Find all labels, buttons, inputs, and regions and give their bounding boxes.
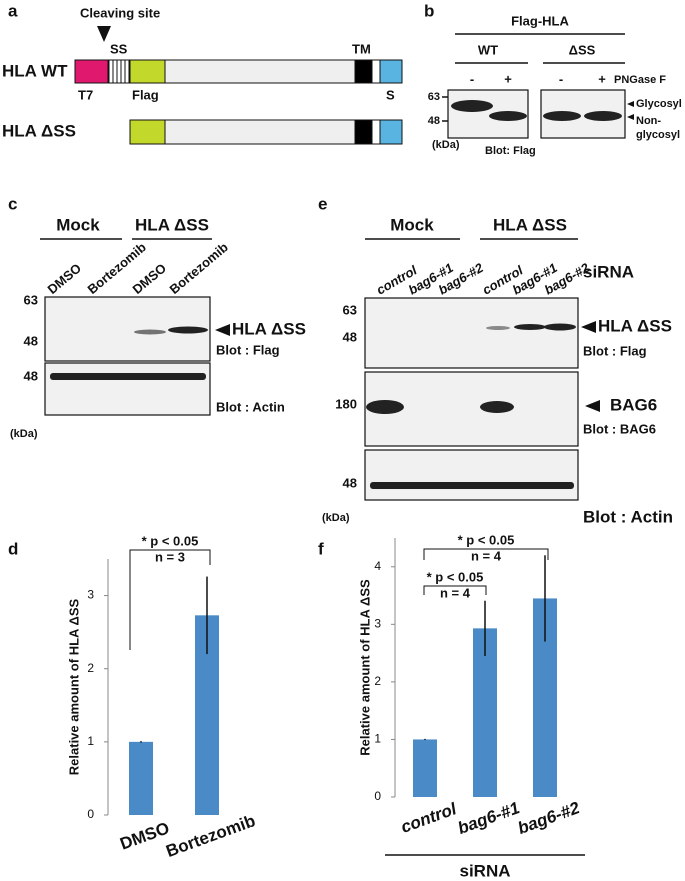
flag-label: Flag xyxy=(132,87,159,102)
cleaving-arrow xyxy=(97,26,111,42)
y-axis-title: Relative amount of HLA ΔSS xyxy=(357,579,372,756)
x-tick-label: DMSO xyxy=(117,818,171,853)
x-tick-label: bag6-#1 xyxy=(455,798,522,838)
y-tick-label: 1 xyxy=(374,732,381,746)
bar xyxy=(129,741,153,815)
significance-n: n = 3 xyxy=(155,549,185,564)
y-tick-label: 0 xyxy=(87,807,94,821)
significance-bracket xyxy=(423,548,549,560)
lane-label: + xyxy=(598,71,606,86)
lane-label: DMSO xyxy=(44,260,84,297)
group-label: HLA ΔSS xyxy=(493,215,567,234)
y-tick-label: 2 xyxy=(374,674,381,688)
blot xyxy=(44,362,211,416)
marker: 48 xyxy=(24,368,38,383)
panel-c: c Mock HLA ΔSS DMSO Bortezomib DMSO Bort… xyxy=(8,194,306,439)
band xyxy=(489,111,527,121)
significance-bracket xyxy=(423,585,487,595)
group-label: ΔSS xyxy=(569,42,596,57)
lane-label: DMSO xyxy=(129,260,169,297)
blot-label: Blot : Flag xyxy=(583,343,647,358)
blot-label: Blot : BAG6 xyxy=(583,421,656,436)
significance-p: * p < 0.05 xyxy=(427,569,484,584)
y-tick-label: 0 xyxy=(374,789,381,803)
lane-label: Bortezomib xyxy=(166,239,230,296)
construct-dss xyxy=(129,119,403,145)
significance-p: * p < 0.05 xyxy=(458,532,515,547)
title: Flag-HLA xyxy=(511,13,569,28)
panel-label: e xyxy=(318,194,327,213)
construct-wt xyxy=(74,59,403,84)
band-label: BAG6 xyxy=(610,395,657,414)
glyco-label: Non- xyxy=(636,115,661,127)
treatment-label: PNGase F xyxy=(614,74,666,86)
x-tick-label: Bortezomib xyxy=(163,811,257,861)
marker: 63 xyxy=(428,91,440,103)
blot-label: Blot : Actin xyxy=(216,399,285,414)
unit: (kDa) xyxy=(322,512,350,524)
marker: 63 xyxy=(24,292,38,307)
panel-label: f xyxy=(318,539,324,558)
band xyxy=(543,111,581,121)
x-axis-title: siRNA xyxy=(459,861,510,880)
band-label: HLA ΔSS xyxy=(598,316,672,335)
blot-label: Blot: Flag xyxy=(485,145,536,157)
lane-label: - xyxy=(559,71,563,86)
blot xyxy=(364,297,579,369)
tm-label: TM xyxy=(352,41,371,56)
t7-label: T7 xyxy=(78,87,93,102)
group-label: Mock xyxy=(56,215,100,234)
significance-n: n = 4 xyxy=(440,585,471,600)
panel-label: c xyxy=(8,194,17,213)
marker: 48 xyxy=(343,329,357,344)
significance-p: * p < 0.05 xyxy=(142,533,199,548)
y-tick-label: 3 xyxy=(374,617,381,631)
s-label: S xyxy=(386,87,395,102)
marker: 48 xyxy=(428,115,440,127)
band xyxy=(584,111,622,121)
panel-e: e Mock HLA ΔSS control bag6-#1 bag6-#2 c… xyxy=(318,194,673,526)
panel-label: b xyxy=(424,1,434,20)
construct-label: HLA ΔSS xyxy=(2,121,76,140)
cleaving-site-label: Cleaving site xyxy=(80,5,160,20)
unit: (kDa) xyxy=(432,139,460,151)
lane-label: + xyxy=(504,71,512,86)
band-label: HLA ΔSS xyxy=(232,319,306,338)
panel-label: d xyxy=(8,539,18,558)
band xyxy=(451,100,493,112)
bar xyxy=(473,628,497,797)
marker: 48 xyxy=(24,333,38,348)
panel-label: a xyxy=(8,1,18,20)
blot xyxy=(364,449,579,501)
sirna-label: siRNA xyxy=(583,262,634,281)
y-axis-title: Relative amount of HLA ΔSS xyxy=(66,598,81,775)
marker: 63 xyxy=(343,302,357,317)
marker: 48 xyxy=(343,475,357,490)
blot-label: Blot : Actin xyxy=(583,507,673,526)
group-label: Mock xyxy=(390,215,434,234)
group-label: WT xyxy=(478,42,498,57)
significance-bracket xyxy=(129,549,211,650)
unit: (kDa) xyxy=(10,428,38,440)
significance-n: n = 4 xyxy=(471,548,502,563)
x-tick-label: control xyxy=(398,799,460,837)
bar xyxy=(413,739,437,797)
lane-label: - xyxy=(470,71,474,86)
marker: 180 xyxy=(335,396,357,411)
y-tick-label: 3 xyxy=(87,588,94,602)
blot-label: Blot : Flag xyxy=(216,342,280,357)
y-tick-label: 4 xyxy=(374,559,381,573)
ss-label: SS xyxy=(110,41,128,56)
x-tick-label: bag6-#2 xyxy=(515,798,582,838)
y-tick-label: 2 xyxy=(87,661,94,675)
construct-label: HLA WT xyxy=(2,61,68,80)
glyco-label: Glycosyl xyxy=(636,98,682,110)
glyco-label: glycosyl xyxy=(636,129,680,141)
panel-a: a Cleaving site SS TM HLA WT T7 Flag S H… xyxy=(2,1,403,145)
y-tick-label: 1 xyxy=(87,734,94,748)
group-label: HLA ΔSS xyxy=(135,215,209,234)
panel-b: b Flag-HLA WT ΔSS - + - + PNGase F 63 48… xyxy=(424,1,682,156)
